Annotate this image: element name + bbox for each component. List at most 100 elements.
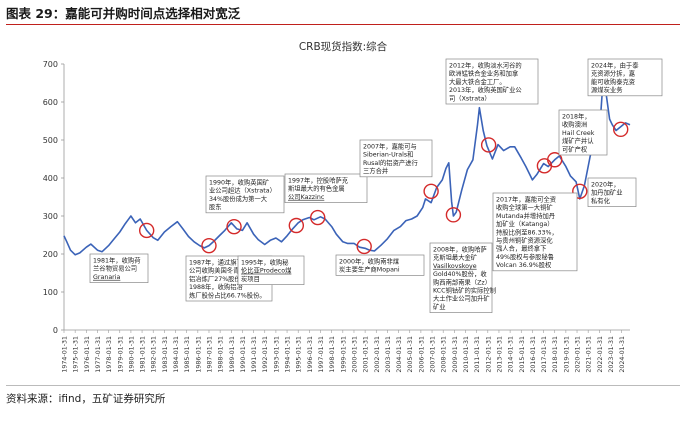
callout-line: 炼厂股份占比66.7%股份。 bbox=[189, 290, 266, 299]
x-tick-label: 2017-01-31 bbox=[541, 336, 548, 373]
callout-line: 煤矿产并认 bbox=[562, 136, 594, 145]
callout-line: 1981年，收购荷 bbox=[93, 256, 141, 265]
x-tick-label: 1992-01-31 bbox=[262, 336, 269, 373]
event-marker bbox=[288, 217, 305, 234]
callout-box bbox=[445, 58, 539, 105]
x-tick-label: 2001-01-31 bbox=[363, 336, 370, 373]
y-tick-label: 100 bbox=[43, 288, 58, 297]
x-tick-label: 1988-01-31 bbox=[218, 336, 225, 373]
callout-line: 炭项目 bbox=[241, 275, 260, 283]
x-tick-label: 1996-01-31 bbox=[307, 336, 314, 373]
series-group bbox=[63, 84, 631, 256]
x-tick-label: 1984-01-31 bbox=[173, 336, 180, 373]
figure-title: 图表 29：嘉能可并购时间点选择相对宽泛 bbox=[6, 6, 241, 21]
crb-line-chart: 0 100 200 300 400 500 600 700 1974-01-31 1975-01-… bbox=[43, 40, 663, 373]
callout-line: 1997年，控股哈萨克 bbox=[288, 176, 349, 185]
callout-line: 2012年，收购淡水河谷的 bbox=[449, 61, 522, 70]
callout-box bbox=[284, 173, 368, 203]
callout-line: 源煤炭业务 bbox=[591, 85, 623, 94]
callout-line: 加丹加矿业 bbox=[591, 188, 622, 197]
event-marker bbox=[226, 218, 242, 235]
callout-line: 欧洲锰铁合金业务和加拿 bbox=[449, 69, 519, 78]
callout-line: Rusal的铝资产进行 bbox=[363, 158, 418, 167]
event-marker bbox=[613, 121, 629, 138]
callout-line: 1987年，通过旗下子 bbox=[189, 258, 249, 267]
callout-line: 铝冶炼厂27%股份。 bbox=[189, 274, 247, 283]
event-callout: 2008年，收购哈萨克斯坦最大金矿VasilkovskoyeGold40%股份，… bbox=[429, 242, 496, 313]
event-marker bbox=[423, 183, 439, 200]
x-tick-label: 1977-01-31 bbox=[95, 336, 102, 373]
callout-line: 1995年，收购秘 bbox=[241, 258, 289, 267]
x-tick-label: 2012-01-31 bbox=[485, 336, 492, 373]
y-tick-label: 300 bbox=[43, 212, 58, 221]
callout-box bbox=[492, 192, 578, 272]
event-marker bbox=[445, 207, 462, 223]
x-tick-label: 2000-01-31 bbox=[351, 336, 358, 373]
callout-line: Vasilkovskoye bbox=[433, 263, 477, 270]
callout-line: 克斯坦最大金矿 bbox=[433, 253, 477, 262]
callout-line: 业公司超达（Xstrata） bbox=[209, 186, 276, 195]
event-marker bbox=[547, 152, 563, 168]
callout-line: 公司收购美国冬青山 bbox=[189, 266, 246, 275]
callout-line: 炭主要生产商Mopani bbox=[339, 265, 400, 274]
callout-line: Mutanda并增持加丹 bbox=[496, 211, 555, 220]
x-tick-label: 2021-01-31 bbox=[586, 336, 593, 373]
x-tick-label: 2007-01-31 bbox=[430, 336, 437, 373]
callout-line: 大最大铁合金工厂。 bbox=[449, 77, 506, 86]
y-tick-label: 700 bbox=[43, 60, 58, 69]
event-marker bbox=[480, 137, 497, 153]
callout-box bbox=[587, 177, 637, 207]
x-tick-label: 2022-01-31 bbox=[597, 336, 604, 373]
callout-box bbox=[429, 242, 493, 313]
callout-line: Volcan 36.9%股权 bbox=[496, 260, 552, 269]
callout-line: Gold40%股份，收 bbox=[433, 269, 487, 278]
x-tick-label: 1975-01-31 bbox=[73, 336, 80, 373]
x-tick-label: 1982-01-31 bbox=[151, 336, 158, 373]
callout-line: 1988年，收购铝冶 bbox=[189, 282, 243, 291]
x-tick-label: 1998-01-31 bbox=[329, 336, 336, 373]
callout-box bbox=[237, 255, 305, 285]
callout-line: 斯坦最大的有色金属 bbox=[288, 184, 345, 193]
callout-line: 2017年，嘉能可全资 bbox=[496, 195, 556, 204]
x-tick-label: 1976-01-31 bbox=[84, 336, 91, 373]
x-tick-label: 1989-01-31 bbox=[229, 336, 236, 373]
callout-line: 2007年，嘉能可与 bbox=[363, 142, 417, 151]
callout-line: 加矿业（Katanga） bbox=[496, 219, 554, 228]
callout-line: 能可收购泰克资 bbox=[591, 77, 635, 86]
x-tick-label: 1993-01-31 bbox=[273, 336, 280, 373]
x-tick-label: 1980-01-31 bbox=[128, 336, 135, 373]
callout-line: 2013年，收购英国矿业公 bbox=[449, 85, 522, 94]
x-tick-label: 2003-01-31 bbox=[385, 336, 392, 373]
callout-line: 公司Kazzinc bbox=[288, 193, 325, 201]
x-tick-label: 1985-01-31 bbox=[184, 336, 191, 373]
callout-line: 克资源分拆，嘉 bbox=[591, 69, 635, 78]
callout-box bbox=[335, 254, 425, 276]
callout-line: 股东 bbox=[209, 202, 222, 211]
callout-line: 2008年，收购哈萨 bbox=[433, 245, 487, 254]
x-tick-label: 2015-01-31 bbox=[519, 336, 526, 373]
x-tick-label: 2010-01-31 bbox=[463, 336, 470, 373]
callout-line: KCC铜钴矿的实际控制 bbox=[433, 286, 496, 295]
x-tick-label: 1987-01-31 bbox=[206, 336, 213, 373]
callout-line: 司（Xstrata） bbox=[449, 94, 491, 102]
callout-box bbox=[558, 109, 608, 156]
callout-line: 2020年， bbox=[591, 180, 620, 189]
x-tick-label: 2019-01-31 bbox=[563, 336, 570, 373]
callout-line: 兰谷物贸易公司 bbox=[93, 264, 137, 273]
x-tick-label: 1994-01-31 bbox=[285, 336, 292, 373]
callout-line: Siberian-Urals和 bbox=[363, 150, 413, 159]
title-rule bbox=[6, 24, 680, 25]
x-tick-label: 1978-01-31 bbox=[106, 336, 113, 373]
x-tick-label: 2006-01-31 bbox=[418, 336, 425, 373]
callout-line: 收购澳洲 bbox=[562, 120, 587, 129]
callout-line: 34%股份成为第一大 bbox=[209, 194, 268, 203]
x-tick-label: 1995-01-31 bbox=[296, 336, 303, 373]
